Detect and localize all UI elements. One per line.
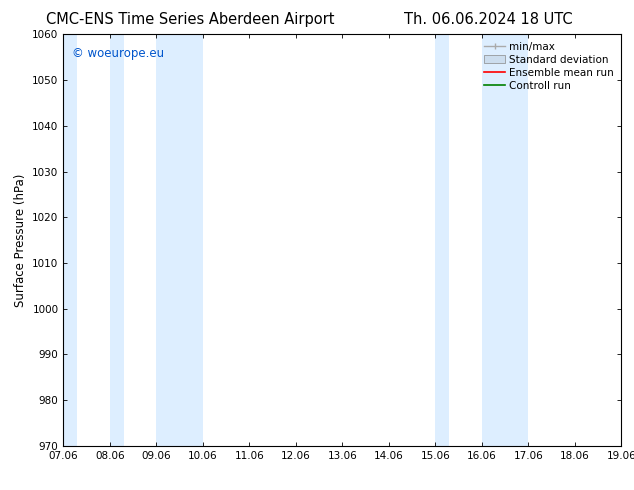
Bar — [110, 34, 124, 446]
Bar — [157, 34, 203, 446]
Text: © woeurope.eu: © woeurope.eu — [72, 47, 164, 60]
Text: CMC-ENS Time Series Aberdeen Airport: CMC-ENS Time Series Aberdeen Airport — [46, 12, 335, 27]
Y-axis label: Surface Pressure (hPa): Surface Pressure (hPa) — [14, 173, 27, 307]
Bar — [621, 34, 634, 446]
Text: Th. 06.06.2024 18 UTC: Th. 06.06.2024 18 UTC — [404, 12, 573, 27]
Bar — [482, 34, 528, 446]
Bar — [63, 34, 77, 446]
Legend: min/max, Standard deviation, Ensemble mean run, Controll run: min/max, Standard deviation, Ensemble me… — [480, 37, 618, 95]
Bar — [436, 34, 450, 446]
